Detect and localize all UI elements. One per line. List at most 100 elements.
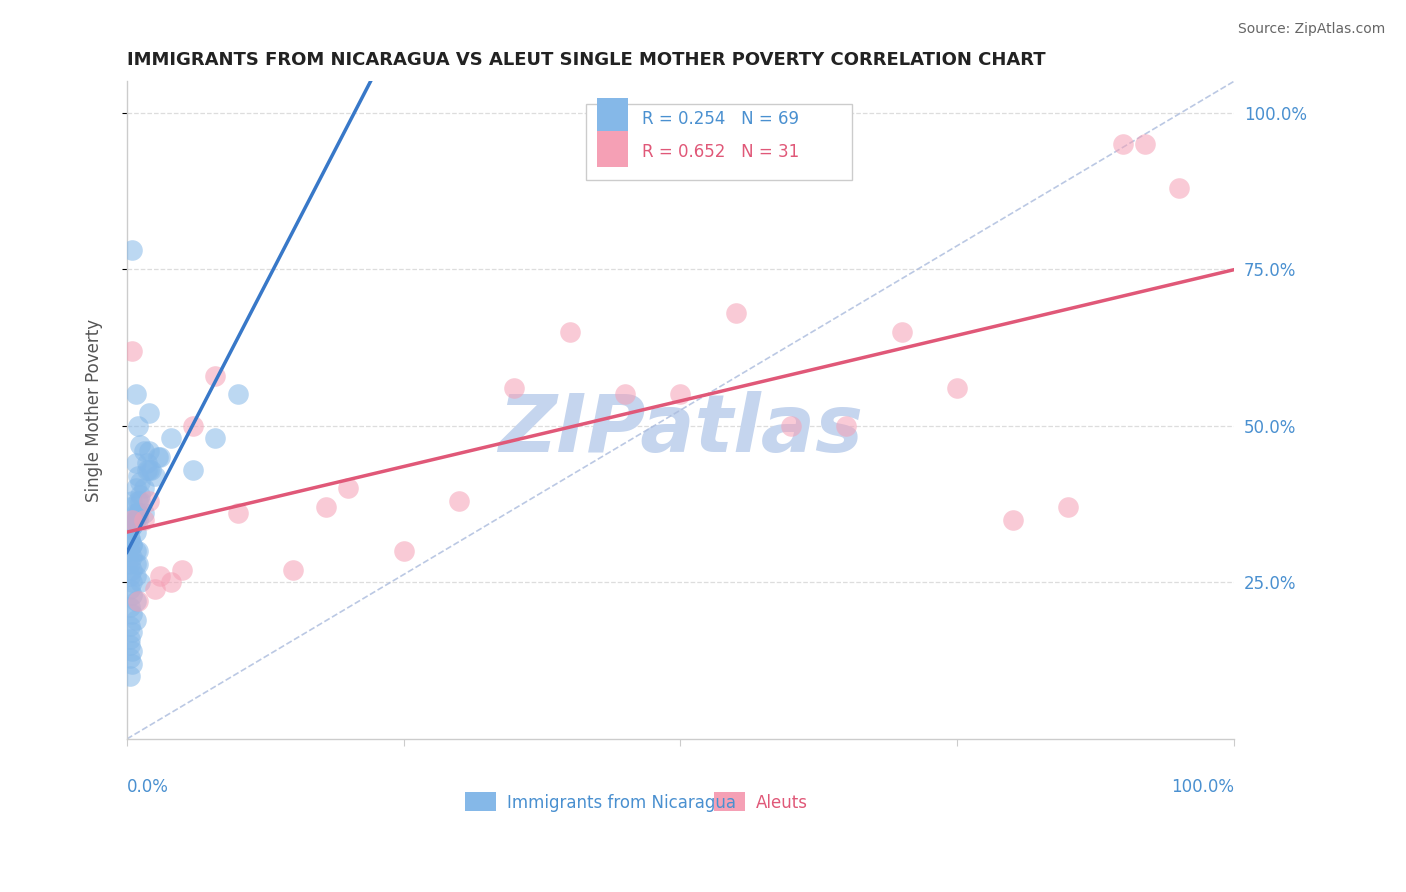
Point bbox=[132, 513, 155, 527]
Text: Source: ZipAtlas.com: Source: ZipAtlas.com bbox=[1237, 22, 1385, 37]
FancyBboxPatch shape bbox=[586, 104, 852, 180]
Point bbox=[558, 325, 581, 339]
Point bbox=[447, 494, 470, 508]
Point bbox=[125, 569, 148, 583]
Text: Immigrants from Nicaragua: Immigrants from Nicaragua bbox=[506, 794, 735, 812]
Point bbox=[160, 431, 183, 445]
Point bbox=[724, 306, 747, 320]
Point bbox=[120, 557, 142, 571]
Point bbox=[129, 494, 152, 508]
Point bbox=[669, 387, 692, 401]
Point bbox=[1167, 181, 1189, 195]
Point bbox=[1112, 136, 1135, 151]
Point bbox=[226, 387, 249, 401]
Point bbox=[121, 519, 143, 533]
Point bbox=[127, 557, 149, 571]
Point bbox=[503, 381, 526, 395]
Point bbox=[204, 431, 226, 445]
Point bbox=[315, 500, 337, 515]
Point bbox=[183, 462, 205, 476]
Point bbox=[120, 632, 142, 646]
Point bbox=[127, 513, 149, 527]
Point bbox=[121, 657, 143, 671]
Point bbox=[120, 532, 142, 546]
Point bbox=[1057, 500, 1080, 515]
Point bbox=[337, 482, 360, 496]
Point bbox=[120, 650, 142, 665]
Point bbox=[120, 669, 142, 683]
Point bbox=[138, 494, 160, 508]
Point bbox=[204, 368, 226, 383]
Point bbox=[120, 544, 142, 558]
Point bbox=[614, 387, 637, 401]
Point bbox=[143, 469, 166, 483]
Point bbox=[135, 462, 157, 476]
Text: 0.0%: 0.0% bbox=[127, 779, 169, 797]
Bar bbox=[598, 98, 628, 134]
Point bbox=[127, 507, 149, 521]
Point bbox=[120, 582, 142, 596]
Point bbox=[127, 469, 149, 483]
Text: IMMIGRANTS FROM NICARAGUA VS ALEUT SINGLE MOTHER POVERTY CORRELATION CHART: IMMIGRANTS FROM NICARAGUA VS ALEUT SINGL… bbox=[127, 51, 1046, 69]
Point bbox=[120, 619, 142, 633]
Point bbox=[120, 500, 142, 515]
Point bbox=[121, 244, 143, 258]
Point bbox=[121, 538, 143, 552]
Point bbox=[121, 494, 143, 508]
Point bbox=[127, 494, 149, 508]
Point bbox=[135, 456, 157, 470]
Point bbox=[120, 600, 142, 615]
Point bbox=[121, 343, 143, 358]
Point bbox=[132, 507, 155, 521]
Point bbox=[121, 513, 143, 527]
Point bbox=[121, 538, 143, 552]
Y-axis label: Single Mother Poverty: Single Mother Poverty bbox=[86, 318, 103, 501]
Point bbox=[946, 381, 969, 395]
Point bbox=[121, 625, 143, 640]
Point bbox=[121, 563, 143, 577]
Point bbox=[226, 507, 249, 521]
Text: 100.0%: 100.0% bbox=[1171, 779, 1234, 797]
Point bbox=[125, 507, 148, 521]
Point bbox=[125, 525, 148, 540]
Point bbox=[125, 613, 148, 627]
Point bbox=[121, 607, 143, 621]
Point bbox=[129, 475, 152, 490]
Point bbox=[127, 594, 149, 608]
Point bbox=[125, 557, 148, 571]
Point bbox=[127, 507, 149, 521]
Text: ZIPatlas: ZIPatlas bbox=[498, 391, 863, 469]
Point bbox=[121, 644, 143, 658]
Text: Aleuts: Aleuts bbox=[755, 794, 807, 812]
Point bbox=[129, 437, 152, 451]
Bar bbox=[464, 791, 495, 811]
Point bbox=[138, 462, 160, 476]
Point bbox=[1001, 513, 1024, 527]
Point bbox=[129, 488, 152, 502]
Point bbox=[132, 443, 155, 458]
Point bbox=[120, 569, 142, 583]
Point bbox=[780, 418, 803, 433]
Bar bbox=[598, 130, 628, 167]
Point bbox=[125, 387, 148, 401]
Point bbox=[146, 450, 169, 464]
Point bbox=[835, 418, 858, 433]
Point bbox=[125, 482, 148, 496]
Point bbox=[149, 450, 172, 464]
Point bbox=[392, 544, 415, 558]
Point bbox=[129, 575, 152, 590]
Point bbox=[120, 638, 142, 652]
Text: R = 0.254   N = 69: R = 0.254 N = 69 bbox=[641, 110, 799, 128]
Point bbox=[172, 563, 194, 577]
Point bbox=[143, 582, 166, 596]
Point bbox=[125, 513, 148, 527]
Point bbox=[127, 418, 149, 433]
Point bbox=[138, 406, 160, 420]
Point bbox=[149, 569, 172, 583]
Point bbox=[121, 550, 143, 565]
Bar bbox=[714, 791, 745, 811]
Text: R = 0.652   N = 31: R = 0.652 N = 31 bbox=[641, 143, 799, 161]
Point bbox=[121, 575, 143, 590]
Point bbox=[141, 462, 163, 476]
Point bbox=[132, 482, 155, 496]
